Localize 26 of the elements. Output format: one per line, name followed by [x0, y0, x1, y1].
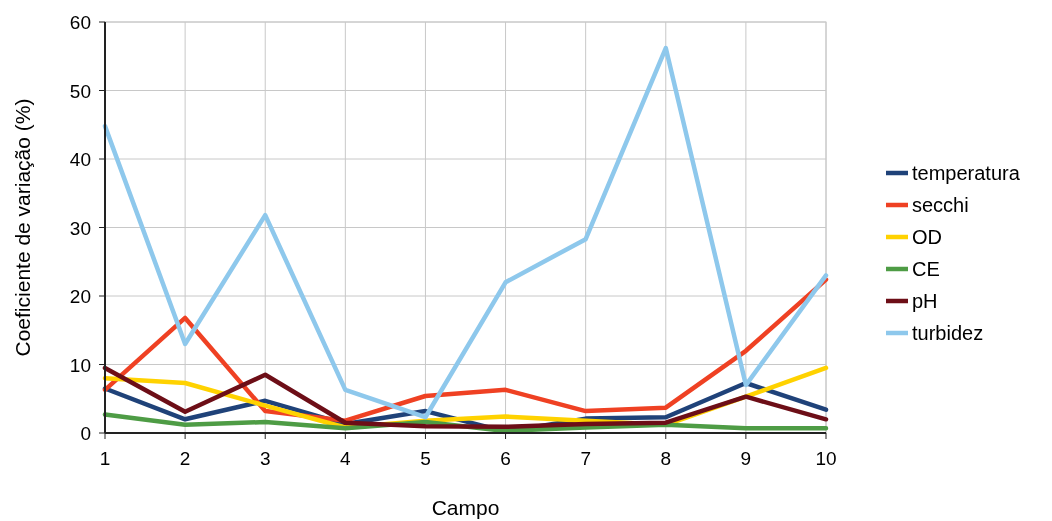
line-series [102, 45, 829, 420]
legend-label: secchi [912, 194, 969, 216]
legend-label: turbidez [912, 322, 984, 344]
x-tick-label: 5 [420, 448, 431, 469]
y-tick-label: 60 [69, 12, 91, 33]
legend-label: temperatura [912, 162, 1021, 184]
y-tick-label: 30 [69, 217, 91, 239]
y-axis-title: Coeficiente de variação (%) [11, 98, 34, 357]
x-tick-label: 6 [500, 448, 511, 469]
x-tick-label: 10 [815, 448, 837, 469]
x-tick-label: 4 [340, 448, 352, 469]
x-tick-label: 2 [179, 448, 191, 469]
y-tick-label: 0 [80, 423, 91, 444]
x-tick-label: 8 [660, 448, 672, 469]
y-tick-label: 40 [69, 149, 91, 170]
legend-label: pH [912, 290, 938, 312]
y-tick-label: 10 [69, 354, 91, 376]
x-tick-label: 9 [740, 448, 752, 469]
x-tick-label: 3 [259, 448, 271, 469]
legend-label: OD [912, 226, 942, 248]
x-tick-label: 7 [580, 448, 591, 469]
x-tick-label: 1 [99, 448, 111, 469]
legend-label: CE [912, 258, 940, 280]
y-tick-label: 20 [69, 286, 91, 307]
x-axis-title: Campo [431, 496, 500, 519]
y-tick-label: 50 [69, 80, 91, 102]
